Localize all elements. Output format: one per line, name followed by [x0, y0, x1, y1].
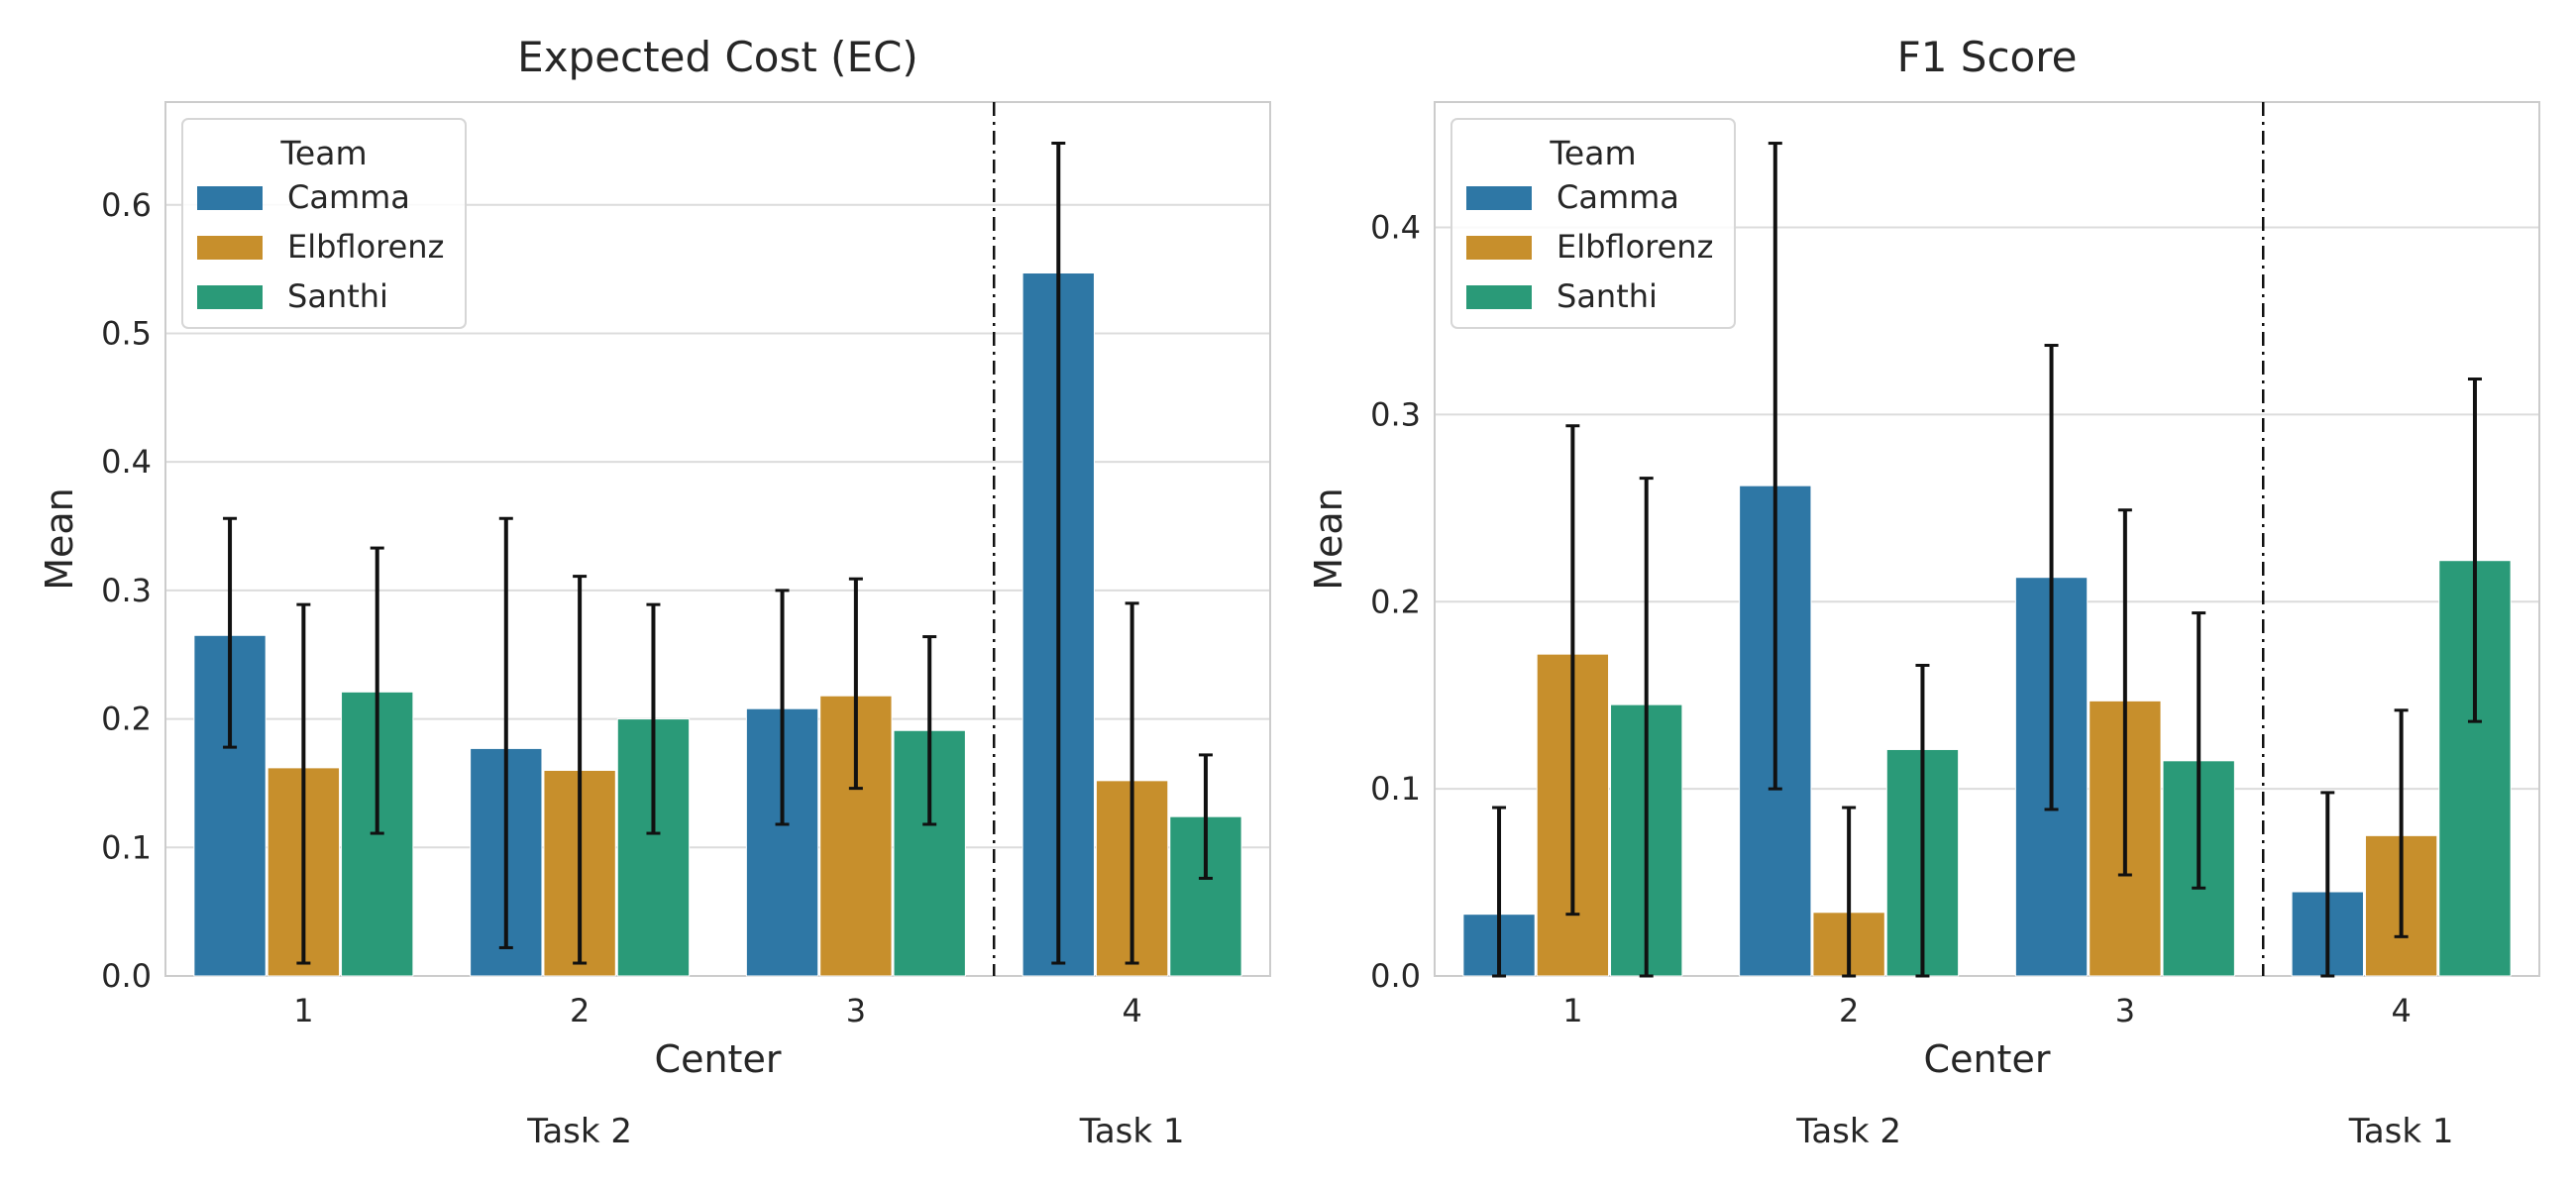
y-tick-label: 0.0: [101, 957, 152, 995]
task-group-label: Task 1: [2348, 1112, 2454, 1151]
legend-swatch-camma: [197, 186, 263, 210]
plot-frame: [164, 101, 1271, 977]
x-axis-label: Center: [1924, 1037, 2051, 1081]
y-tick-label: 0.3: [1370, 395, 1421, 433]
legend-label: Camma: [287, 178, 410, 216]
x-tick-label: 2: [570, 992, 590, 1029]
legend: Team Camma Elbflorenz Santhi: [1450, 118, 1736, 329]
task-group-label: Task 1: [1079, 1112, 1185, 1151]
legend-title: Team: [279, 134, 367, 172]
y-tick-label: 0.1: [101, 828, 152, 866]
legend-label: Santhi: [1556, 277, 1658, 315]
y-tick-label: 0.6: [101, 186, 152, 224]
task-group-label: Task 2: [526, 1112, 632, 1151]
x-tick-label: 4: [1122, 992, 1141, 1029]
chart-panel-1: 0.0 0.1 0.2 0.3 0.4 0.5 0.6 1 2 3 4 Task 2 Task 1 Exp…: [38, 33, 1271, 1151]
legend-swatch-santhi: [1466, 285, 1532, 309]
y-tick-label: 0.0: [1370, 957, 1421, 995]
y-axis-label: Mean: [38, 487, 81, 591]
legend-label: Camma: [1556, 178, 1679, 216]
legend-swatch-santhi: [197, 285, 263, 309]
x-tick-label: 3: [2115, 992, 2135, 1029]
legend-box: [181, 118, 467, 329]
legend: Team Camma Elbflorenz Santhi: [181, 118, 467, 329]
y-tick-label: 0.2: [1370, 583, 1421, 620]
y-tick-label: 0.4: [101, 443, 152, 481]
task-group-label: Task 2: [1795, 1112, 1901, 1151]
chart-title: F1 Score: [1897, 33, 2078, 81]
legend-title: Team: [1549, 134, 1636, 172]
legend-label: Elbflorenz: [1556, 228, 1713, 266]
chart-panel-2: 0.0 0.1 0.2 0.3 0.4 1 2 3 4 Task 2 Task 1 F1 Score C…: [1307, 33, 2540, 1151]
y-tick-label: 0.4: [1370, 209, 1421, 247]
chart-title: Expected Cost (EC): [517, 33, 918, 81]
y-tick-label: 0.2: [101, 701, 152, 738]
x-tick-label: 4: [2391, 992, 2411, 1029]
x-tick-label: 1: [1562, 992, 1582, 1029]
legend-swatch-camma: [1466, 186, 1532, 210]
x-tick-label: 1: [293, 992, 313, 1029]
legend-label: Elbflorenz: [287, 228, 444, 266]
y-tick-label: 0.5: [101, 314, 152, 352]
plot-frame: [1434, 101, 2540, 977]
legend-box: [1450, 118, 1736, 329]
x-tick-label: 2: [1839, 992, 1859, 1029]
legend-label: Santhi: [287, 277, 388, 315]
x-axis-label: Center: [655, 1037, 782, 1081]
y-tick-label: 0.1: [1370, 770, 1421, 808]
legend-swatch-elbflorenz: [1466, 236, 1532, 260]
y-axis-label: Mean: [1307, 487, 1350, 591]
x-tick-label: 3: [846, 992, 866, 1029]
y-tick-label: 0.3: [101, 572, 152, 609]
legend-swatch-elbflorenz: [197, 236, 263, 260]
